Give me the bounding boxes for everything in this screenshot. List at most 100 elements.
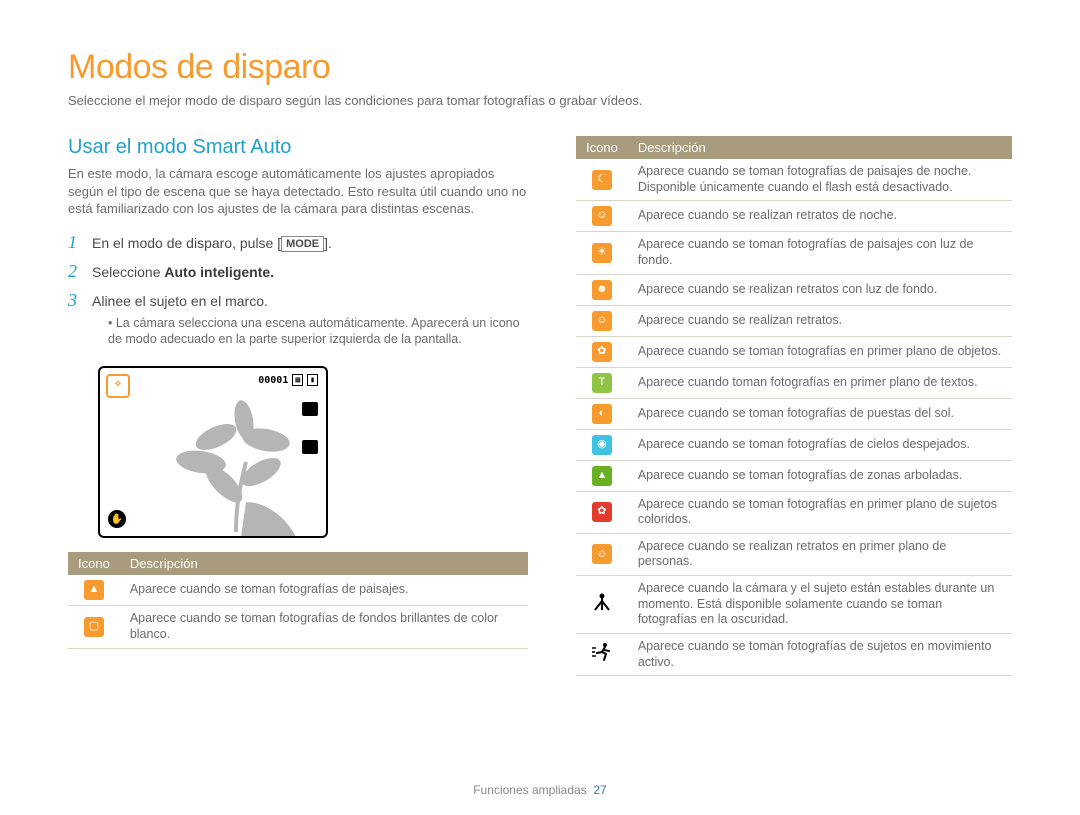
steps-list: 1 En el modo de disparo, pulse [MODE]. 2… xyxy=(68,232,528,359)
icon-cell: ☻ xyxy=(576,274,628,305)
desc-cell: Aparece cuando se toman fotografías de p… xyxy=(628,398,1012,429)
footer-page-number: 27 xyxy=(593,783,606,797)
desc-cell: Aparece cuando se toman fotografías de c… xyxy=(628,429,1012,460)
step-3: 3 Alinee el sujeto en el marco. La cámar… xyxy=(68,290,528,359)
step-number: 3 xyxy=(68,290,82,311)
icon-cell xyxy=(576,576,628,634)
content-columns: Usar el modo Smart Auto En este modo, la… xyxy=(68,136,1012,676)
step-number: 2 xyxy=(68,261,82,282)
table-row: T Aparece cuando toman fotografías en pri… xyxy=(576,367,1012,398)
desc-cell: Aparece cuando se realizan retratos en p… xyxy=(628,533,1012,575)
icon-cell: ☀ xyxy=(576,232,628,274)
table-row: ☻ Aparece cuando se realizan retratos con… xyxy=(576,274,1012,305)
icon-cell: ◉ xyxy=(576,429,628,460)
step-2-bold: Auto inteligente. xyxy=(164,264,274,280)
scene-icon: ✿ xyxy=(592,342,612,362)
scene-icon: ☺ xyxy=(592,206,612,226)
desc-cell: Aparece cuando se toman fotografías de f… xyxy=(120,606,528,648)
table-row: ▲ Aparece cuando se toman fotografías de … xyxy=(576,460,1012,491)
icon-cell: ✿ xyxy=(576,336,628,367)
desc-cell: Aparece cuando se toman fotografías de p… xyxy=(628,232,1012,274)
table-row: ☾ Aparece cuando se toman fotografías de … xyxy=(576,159,1012,201)
step-2-pre: Seleccione xyxy=(92,264,164,280)
table-row: ▢ Aparece cuando se toman fotografías de … xyxy=(68,606,528,648)
table-row: ☺ Aparece cuando se realizan retratos en … xyxy=(576,533,1012,575)
desc-cell: Aparece cuando toman fotografías en prim… xyxy=(628,367,1012,398)
scene-icon: ▢ xyxy=(84,617,104,637)
icon-cell: ☺ xyxy=(576,305,628,336)
icon-cell: ✿ xyxy=(576,491,628,533)
th-icon: Icono xyxy=(576,136,628,159)
table-row: ✿ Aparece cuando se toman fotografías en … xyxy=(576,336,1012,367)
icon-cell: ☺ xyxy=(576,201,628,232)
step-3-bullets: La cámara selecciona una escena automáti… xyxy=(108,315,528,349)
icon-cell: ☺ xyxy=(576,533,628,575)
table-row: ☺ Aparece cuando se realizan retratos. xyxy=(576,305,1012,336)
table-row: ☀ Aparece cuando se toman fotografías de … xyxy=(576,232,1012,274)
tripod-icon xyxy=(592,592,612,618)
scene-icon: ☺ xyxy=(592,311,612,331)
memory-icon: ▦ xyxy=(292,374,303,386)
step-3-text: Alinee el sujeto en el marco. xyxy=(92,293,268,309)
page-footer: Funciones ampliadas 27 xyxy=(0,783,1080,797)
th-icon: Icono xyxy=(68,552,120,575)
scene-icon: ◉ xyxy=(592,435,612,455)
desc-cell: Aparece cuando se toman fotografías de z… xyxy=(628,460,1012,491)
icon-cell: ▲ xyxy=(576,460,628,491)
icon-cell: ▢ xyxy=(68,606,120,648)
flower-illustration xyxy=(146,392,316,538)
left-column: Usar el modo Smart Auto En este modo, la… xyxy=(68,136,528,676)
lcd-counter: 00001 xyxy=(258,375,288,386)
table-row: ✿ Aparece cuando se toman fotografías en … xyxy=(576,491,1012,533)
scene-icon: ✿ xyxy=(592,502,612,522)
desc-cell: Aparece cuando se toman fotografías de p… xyxy=(628,159,1012,201)
desc-cell: Aparece cuando se toman fotografías en p… xyxy=(628,336,1012,367)
table-row: Aparece cuando se toman fotografías de s… xyxy=(576,633,1012,675)
desc-cell: Aparece cuando la cámara y el sujeto est… xyxy=(628,576,1012,634)
desc-cell: Aparece cuando se realizan retratos con … xyxy=(628,274,1012,305)
scene-icon: ☻ xyxy=(592,280,612,300)
desc-cell: Aparece cuando se toman fotografías de s… xyxy=(628,633,1012,675)
bullet-item: La cámara selecciona una escena automáti… xyxy=(108,315,528,349)
icon-cell: ▲ xyxy=(68,575,120,606)
lcd-preview: 00001 ▦ ▮ ✋ xyxy=(98,366,328,538)
right-column: Icono Descripción ☾ Aparece cuando se tom… xyxy=(576,136,1012,676)
icon-cell: ◐ xyxy=(576,398,628,429)
lcd-top-info: 00001 ▦ ▮ xyxy=(258,374,318,386)
stabilizer-icon: ✋ xyxy=(108,510,126,528)
page-subtitle: Seleccione el mejor modo de disparo segú… xyxy=(68,93,1012,108)
motion-icon xyxy=(591,642,613,668)
table-row: ◐ Aparece cuando se toman fotografías de … xyxy=(576,398,1012,429)
scene-icon: ◐ xyxy=(592,404,612,424)
scene-icon: ☺ xyxy=(592,544,612,564)
scene-icon: ▲ xyxy=(84,580,104,600)
right-icon-table: Icono Descripción ☾ Aparece cuando se tom… xyxy=(576,136,1012,676)
scene-icon: ☀ xyxy=(592,243,612,263)
th-desc: Descripción xyxy=(628,136,1012,159)
section-heading: Usar el modo Smart Auto xyxy=(68,136,528,159)
desc-cell: Aparece cuando se toman fotografías de p… xyxy=(120,575,528,606)
scene-icon: T xyxy=(592,373,612,393)
step-1-pre: En el modo de disparo, pulse [ xyxy=(92,235,281,251)
step-1-post: ]. xyxy=(324,235,332,251)
step-number: 1 xyxy=(68,232,82,253)
th-desc: Descripción xyxy=(120,552,528,575)
icon-cell xyxy=(576,633,628,675)
mode-key: MODE xyxy=(281,236,324,253)
section-intro: En este modo, la cámara escoge automátic… xyxy=(68,165,528,218)
desc-cell: Aparece cuando se toman fotografías en p… xyxy=(628,491,1012,533)
scene-icon: ☾ xyxy=(592,170,612,190)
step-2: 2 Seleccione Auto inteligente. xyxy=(68,261,528,282)
scene-icon: ▲ xyxy=(592,466,612,486)
table-row: ☺ Aparece cuando se realizan retratos de … xyxy=(576,201,1012,232)
desc-cell: Aparece cuando se realizan retratos. xyxy=(628,305,1012,336)
icon-cell: ☾ xyxy=(576,159,628,201)
macro-mode-icon xyxy=(106,374,130,398)
table-row: ▲ Aparece cuando se toman fotografías de … xyxy=(68,575,528,606)
battery-icon: ▮ xyxy=(307,374,318,386)
page-title: Modos de disparo xyxy=(68,48,1012,87)
table-row: ◉ Aparece cuando se toman fotografías de … xyxy=(576,429,1012,460)
icon-cell: T xyxy=(576,367,628,398)
desc-cell: Aparece cuando se realizan retratos de n… xyxy=(628,201,1012,232)
table-row: Aparece cuando la cámara y el sujeto est… xyxy=(576,576,1012,634)
